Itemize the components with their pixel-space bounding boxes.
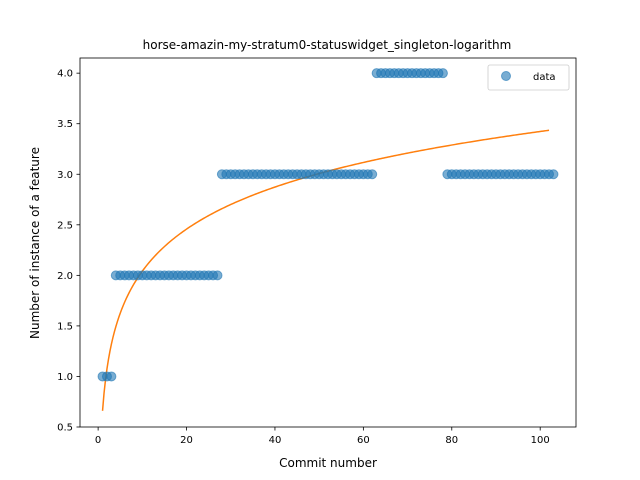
y-tick-label: 2.5 bbox=[57, 220, 73, 231]
x-axis-label: Commit number bbox=[279, 456, 377, 470]
data-point bbox=[367, 169, 378, 180]
y-tick-label: 1.5 bbox=[57, 321, 73, 332]
data-point bbox=[212, 270, 223, 281]
data-point bbox=[437, 68, 448, 79]
x-tick-label: 0 bbox=[95, 435, 101, 446]
y-tick-label: 0.5 bbox=[57, 423, 73, 434]
scatter-layer bbox=[97, 68, 559, 382]
x-axis-ticks: 0 20 40 60 80 100 bbox=[95, 427, 550, 446]
legend: data bbox=[487, 64, 570, 91]
data-point bbox=[548, 169, 559, 180]
x-tick-label: 100 bbox=[531, 435, 550, 446]
x-tick-label: 20 bbox=[180, 435, 193, 446]
x-tick-label: 40 bbox=[269, 435, 282, 446]
plot-area bbox=[97, 68, 559, 411]
y-axis-label: Number of instance of a feature bbox=[28, 147, 42, 339]
y-axis-ticks: 0.5 1.0 1.5 2.0 2.5 3.0 3.5 4.0 bbox=[57, 69, 80, 434]
data-point bbox=[106, 371, 117, 382]
y-tick-label: 3.5 bbox=[57, 119, 73, 130]
legend-label-data: data bbox=[533, 72, 556, 83]
legend-box bbox=[487, 64, 570, 91]
y-tick-label: 1.0 bbox=[57, 372, 73, 383]
y-tick-label: 4.0 bbox=[57, 69, 73, 80]
plot-frame bbox=[79, 57, 577, 428]
legend-marker-data bbox=[501, 71, 511, 81]
y-tick-label: 3.0 bbox=[57, 170, 73, 181]
chart-title: horse-amazin-my-stratum0-statuswidget_si… bbox=[143, 38, 512, 52]
x-tick-label: 60 bbox=[357, 435, 370, 446]
x-tick-label: 80 bbox=[445, 435, 458, 446]
y-tick-label: 2.0 bbox=[57, 271, 73, 282]
